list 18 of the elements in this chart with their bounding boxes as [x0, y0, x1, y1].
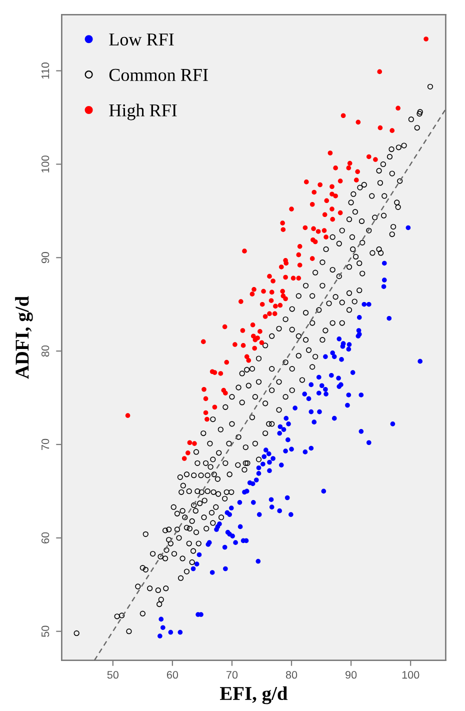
- legend-label: Low RFI: [109, 34, 174, 46]
- x-tick-label: 100: [402, 671, 420, 679]
- y-tick-label: 80: [41, 345, 50, 357]
- x-tick-label: 80: [286, 671, 298, 679]
- x-tick-label: 90: [346, 671, 357, 679]
- x-tick-label: 70: [226, 671, 238, 679]
- y-tick-label: 70: [41, 438, 50, 450]
- y-tick-label: 100: [41, 156, 50, 172]
- legend-label: High RFI: [109, 104, 177, 120]
- y-axis-title: ADFI, g/d: [15, 296, 33, 379]
- x-axis-title: EFI, g/d: [220, 686, 288, 704]
- y-tick-label: 50: [41, 626, 50, 637]
- x-tick-label: 50: [107, 671, 119, 679]
- y-tick-label: 110: [41, 62, 50, 79]
- y-tick-label: 60: [41, 532, 50, 544]
- legend-label: Common RFI: [109, 68, 208, 82]
- y-tick-label: 90: [41, 252, 50, 264]
- x-tick-label: 60: [166, 671, 178, 679]
